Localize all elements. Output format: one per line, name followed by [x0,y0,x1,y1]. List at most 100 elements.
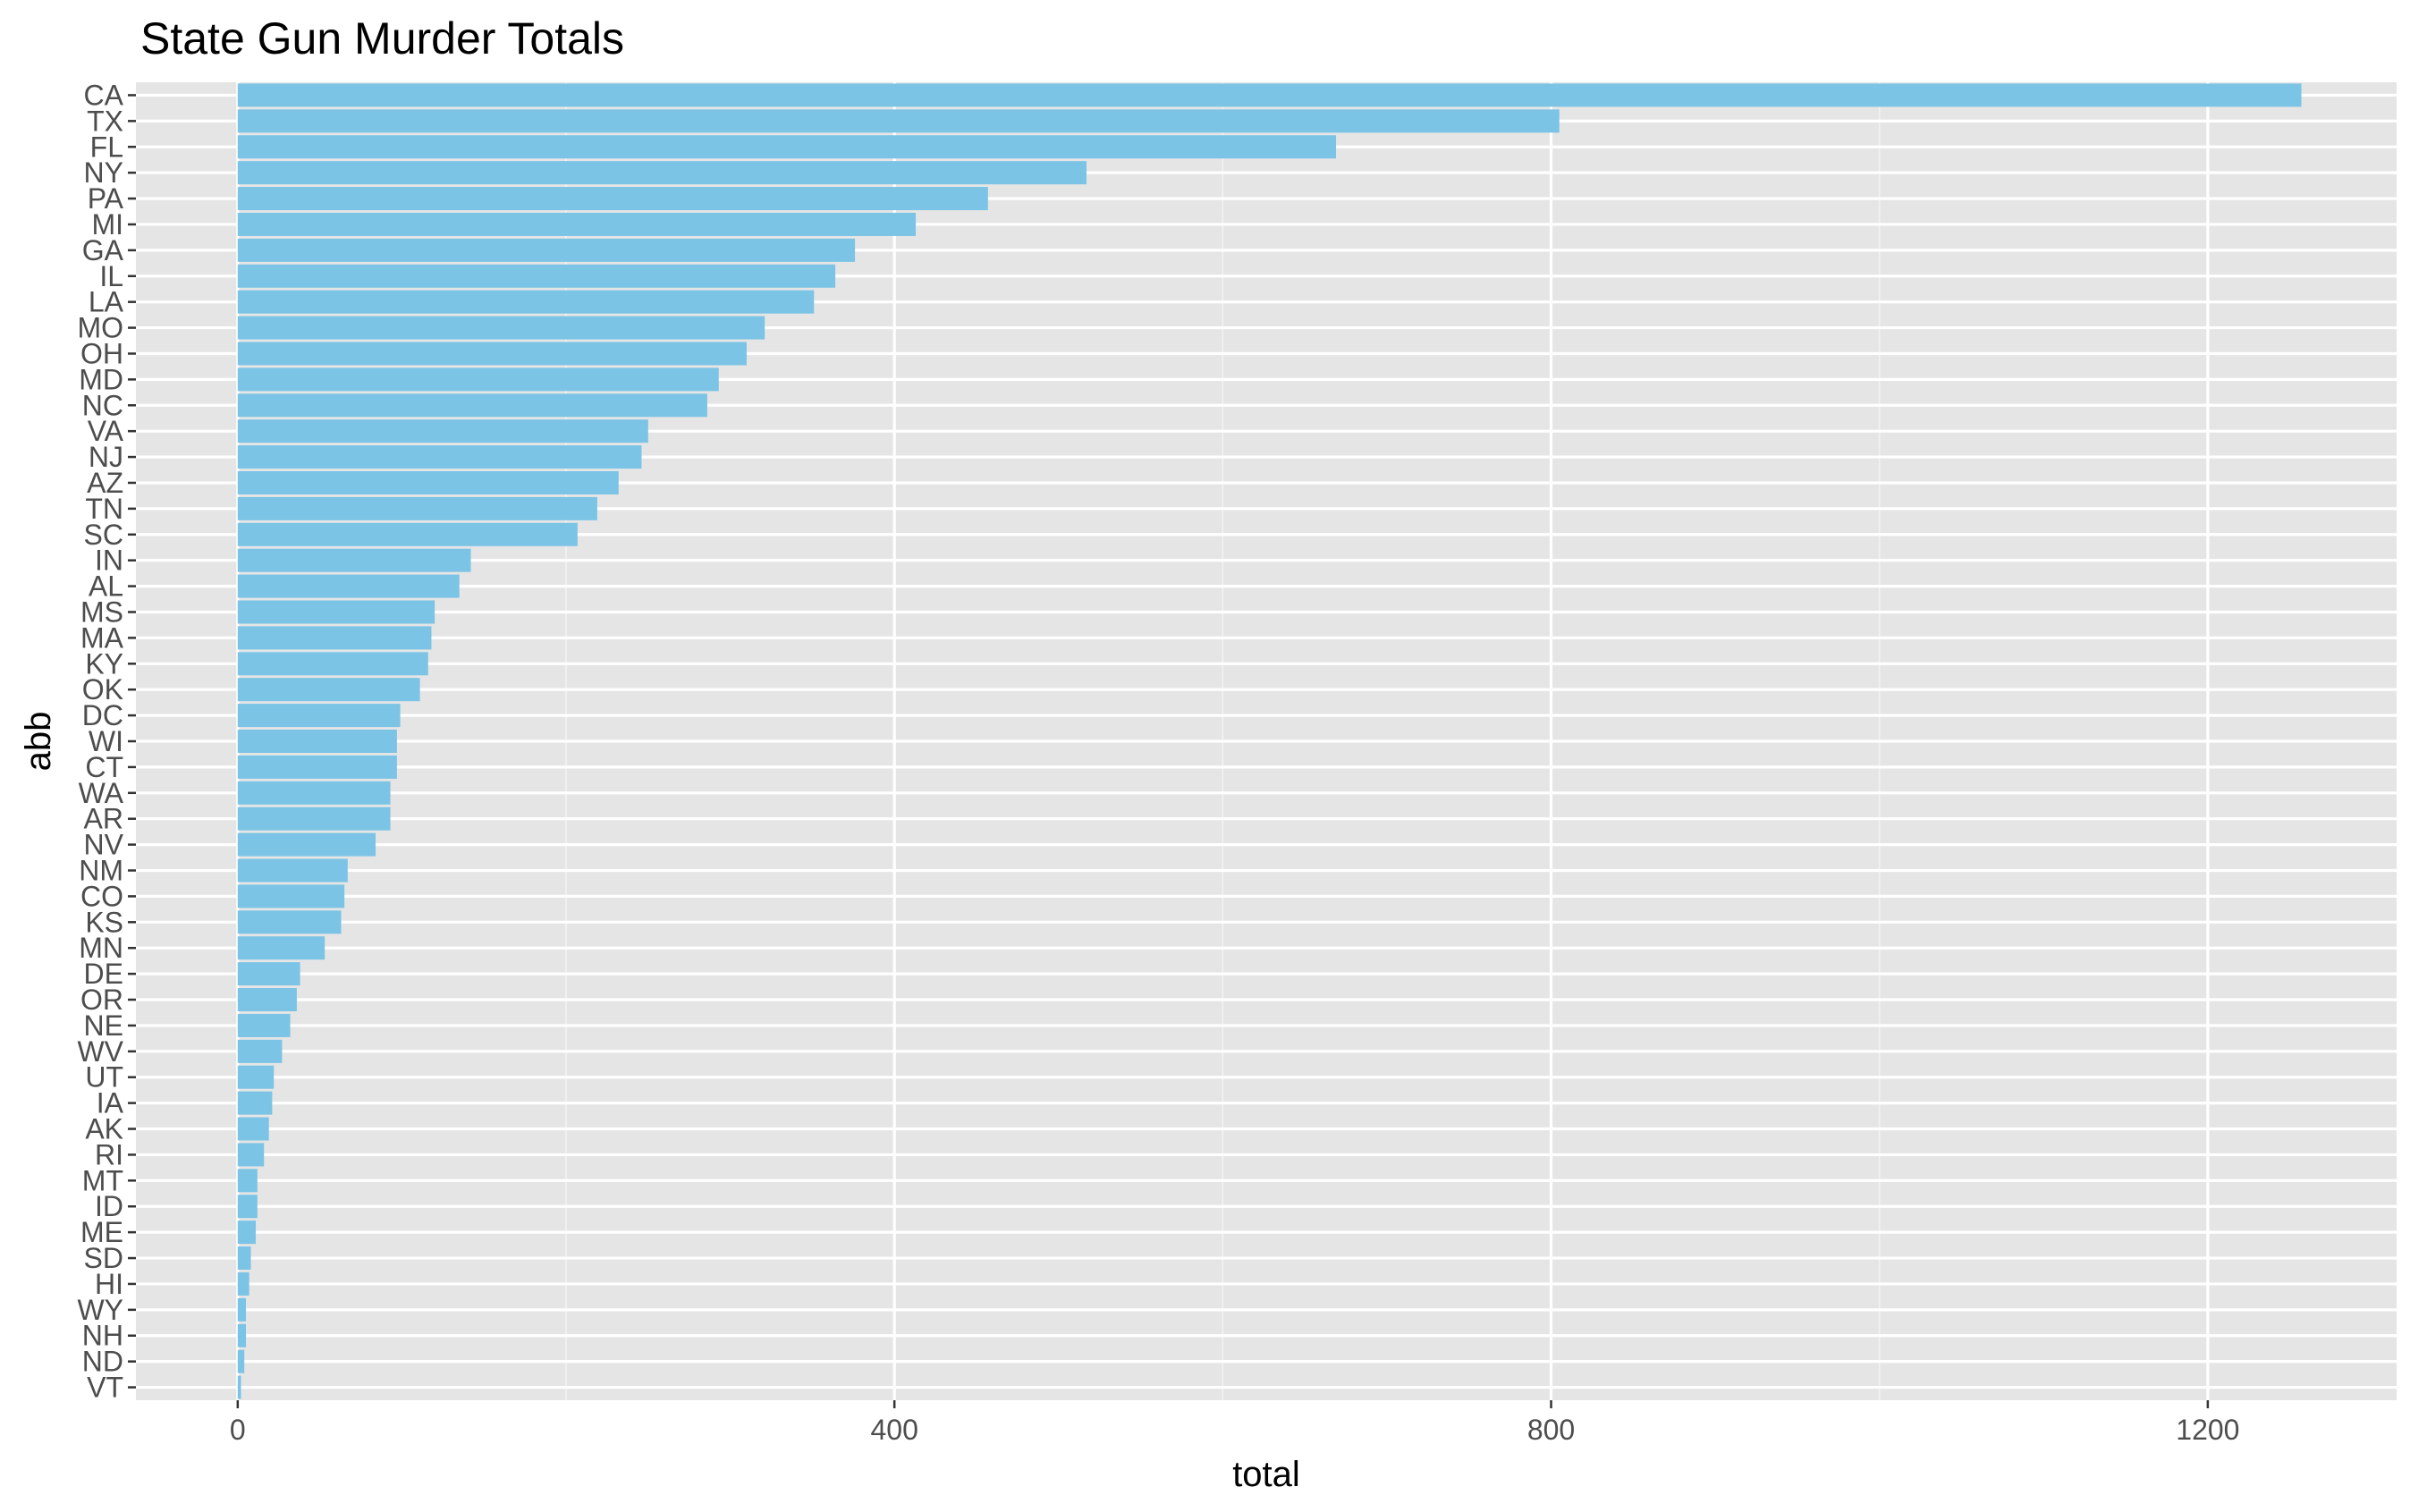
bar-sc [237,522,578,546]
y-tick-label: VT [87,1372,123,1404]
bar-ia [237,1091,273,1115]
bar-wi [237,729,397,754]
y-tick-label: CO [80,880,123,912]
bar-id [237,1195,258,1219]
bar-ny [237,161,1087,185]
y-tick-label: PA [88,182,124,215]
bar-nd [237,1349,245,1373]
y-tick-label: UT [85,1061,123,1094]
y-tick-label: MA [80,621,124,654]
bar-nm [237,858,348,883]
bar-ky [237,652,428,676]
x-tick-label: 1200 [2176,1414,2239,1446]
bar-ri [237,1143,265,1167]
y-tick-label: NH [82,1320,123,1352]
bar-tx [237,109,1560,133]
y-tick-label: AK [85,1113,123,1145]
y-tick-label: MO [77,312,123,344]
bar-va [237,419,648,443]
bar-tn [237,496,597,520]
bar-mn [237,936,326,960]
y-tick-label: KY [85,647,123,680]
bar-in [237,548,471,572]
bar-az [237,470,619,494]
y-axis: CATXFLNYPAMIGAILLAMOOHMDNCVANJAZTNSCINAL… [77,79,136,1404]
bar-ok [237,678,420,702]
bar-mt [237,1169,258,1193]
y-tick-label: WV [77,1035,123,1068]
y-tick-label: MN [79,932,123,964]
y-tick-label: MS [80,596,123,628]
y-tick-label: NV [84,829,124,861]
y-tick-label: SC [84,519,123,551]
y-tick-label: MI [91,208,123,241]
bar-me [237,1221,257,1245]
bar-la [237,290,815,314]
bar-nc [237,393,707,418]
bar-nj [237,445,642,469]
bar-wy [237,1297,247,1322]
bar-pa [237,187,988,211]
y-tick-label: WA [79,777,124,809]
y-tick-label: NY [84,156,123,189]
y-tick-label: AL [89,570,123,603]
y-tick-label: ID [95,1190,123,1222]
x-axis-title: total [1232,1455,1300,1494]
y-tick-label: NC [82,389,123,421]
bar-ar [237,807,391,831]
bar-ca [237,83,2302,107]
y-tick-label: AZ [87,467,123,499]
bar-ms [237,600,435,624]
chart-title: State Gun Murder Totals [140,13,624,63]
y-tick-label: TN [85,493,123,525]
bar-il [237,264,836,288]
y-tick-label: CA [84,79,124,111]
y-tick-label: WY [77,1294,123,1326]
x-tick-label: 800 [1527,1414,1575,1446]
bar-ut [237,1065,275,1089]
bar-md [237,367,719,392]
bar-ct [237,755,397,779]
y-tick-label: VA [88,415,124,447]
y-tick-label: IA [97,1087,124,1119]
y-axis-title: abb [19,712,58,772]
y-tick-label: OK [82,673,123,705]
y-tick-label: DC [82,699,123,731]
bars [237,83,2302,1399]
bar-fl [237,135,1337,159]
y-tick-label: SD [84,1242,123,1274]
y-tick-label: AR [84,803,123,835]
bar-nv [237,832,376,857]
bar-ma [237,626,432,650]
bar-ga [237,238,856,262]
bar-ks [237,910,342,934]
y-tick-label: ME [80,1216,123,1248]
y-tick-label: OR [80,984,123,1016]
y-tick-label: GA [82,234,124,266]
y-tick-label: WI [89,725,123,757]
bar-ne [237,1013,291,1037]
y-tick-label: IN [95,545,123,577]
y-tick-label: NJ [89,441,123,473]
bar-co [237,884,345,908]
bar-mo [237,316,765,340]
y-tick-label: FL [90,131,123,163]
y-tick-label: MD [79,363,123,395]
bar-mi [237,212,917,236]
bar-wa [237,781,391,805]
y-tick-label: LA [89,286,124,318]
x-tick-label: 0 [230,1414,246,1446]
y-tick-label: MT [82,1164,123,1196]
x-axis: 0 400 800 1200 [230,1400,2239,1446]
y-tick-label: TX [87,105,123,137]
bar-al [237,574,460,598]
bar-wv [237,1039,283,1063]
bar-ak [237,1117,269,1141]
bar-de [237,962,300,986]
y-tick-label: NM [79,855,123,887]
x-tick-label: 400 [870,1414,917,1446]
bar-oh [237,342,747,366]
bar-or [237,988,297,1012]
y-tick-label: NE [84,1009,123,1042]
